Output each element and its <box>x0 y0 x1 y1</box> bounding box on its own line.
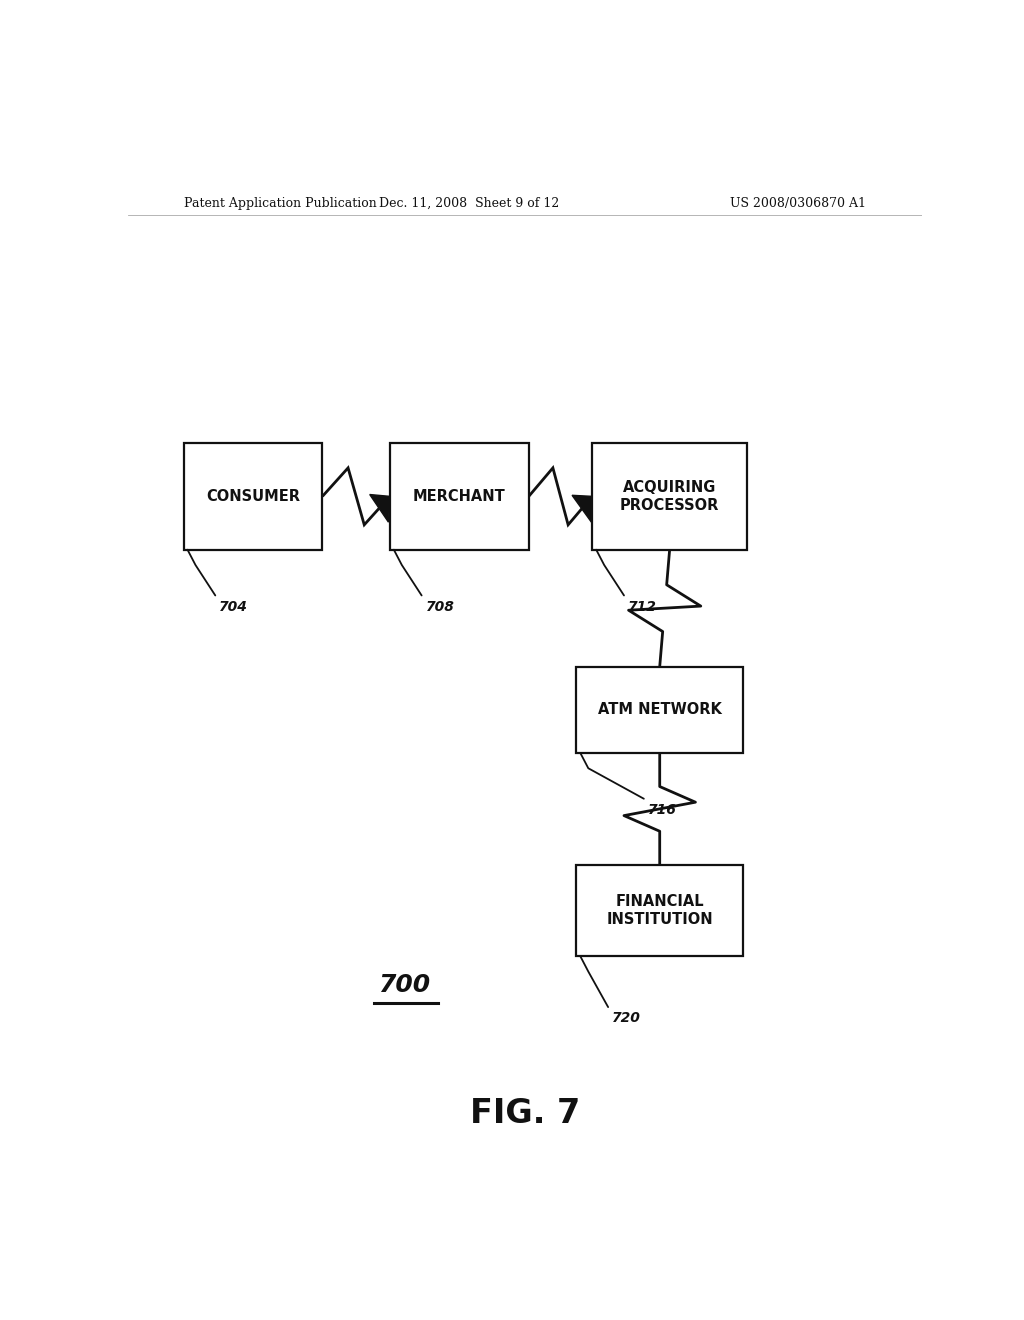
Text: Dec. 11, 2008  Sheet 9 of 12: Dec. 11, 2008 Sheet 9 of 12 <box>379 197 559 210</box>
Text: FINANCIAL
INSTITUTION: FINANCIAL INSTITUTION <box>606 895 713 927</box>
Bar <box>390 444 528 549</box>
Polygon shape <box>370 495 390 523</box>
Polygon shape <box>572 495 592 523</box>
Bar <box>577 667 743 752</box>
Text: MERCHANT: MERCHANT <box>413 488 506 504</box>
Text: US 2008/0306870 A1: US 2008/0306870 A1 <box>730 197 866 210</box>
Text: 708: 708 <box>426 599 455 614</box>
Text: ACQUIRING
PROCESSOR: ACQUIRING PROCESSOR <box>620 480 719 512</box>
Bar <box>592 444 748 549</box>
Text: 720: 720 <box>612 1011 641 1026</box>
Text: Patent Application Publication: Patent Application Publication <box>183 197 376 210</box>
Text: 704: 704 <box>219 599 248 614</box>
Text: 712: 712 <box>628 599 656 614</box>
Bar <box>577 865 743 956</box>
Text: 716: 716 <box>648 803 677 817</box>
Text: ATM NETWORK: ATM NETWORK <box>598 702 722 717</box>
Bar <box>183 444 323 549</box>
Text: 700: 700 <box>378 973 430 997</box>
Text: CONSUMER: CONSUMER <box>206 488 300 504</box>
Text: FIG. 7: FIG. 7 <box>470 1097 580 1130</box>
